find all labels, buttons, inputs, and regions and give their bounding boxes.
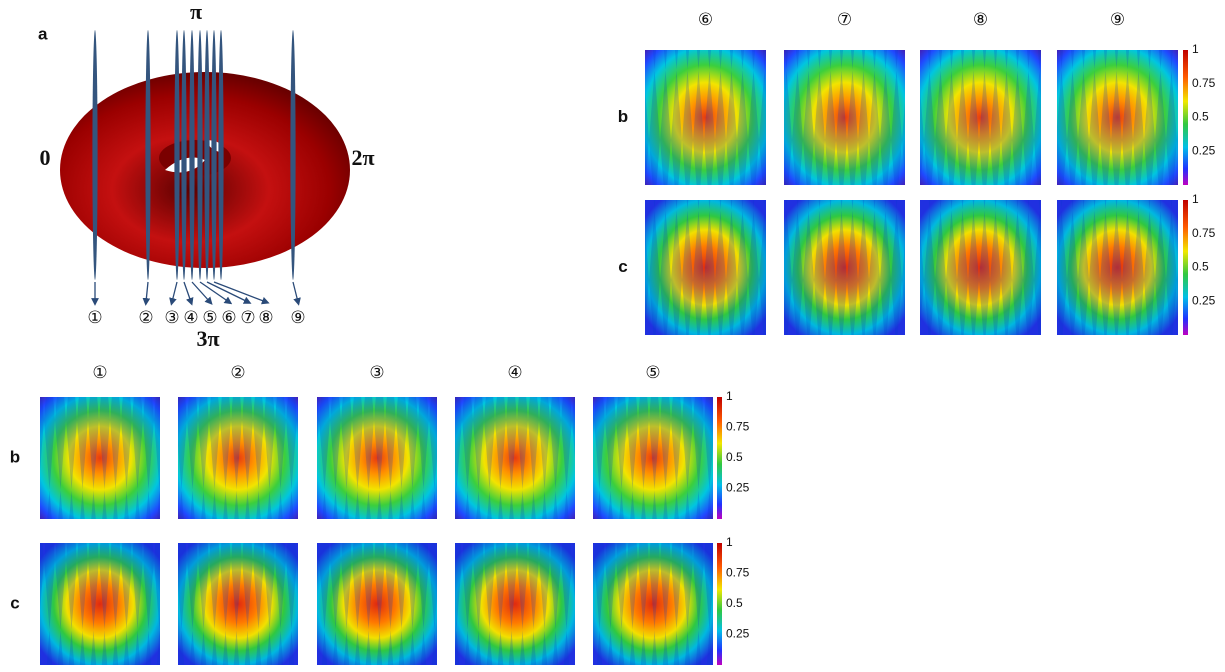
colorbar-tick-label: 0.25 [726, 627, 750, 641]
slice-plane [92, 30, 97, 280]
slice-plane [218, 30, 223, 280]
intensity-stripes [178, 543, 298, 665]
slice-label: ⑨ [290, 308, 305, 328]
column-header: ① [92, 363, 107, 383]
slice-plane [197, 30, 202, 280]
slice-arrow [293, 282, 298, 302]
intensity-stripes [645, 50, 766, 185]
slice-label: ⑧ [258, 308, 273, 328]
colorbar-tick-label: 0.75 [726, 420, 750, 434]
intensity-stripes [1057, 50, 1178, 185]
slice-arrow [207, 282, 248, 302]
phase-label: 2π [351, 145, 374, 170]
slice-plane [204, 30, 209, 280]
colorbar-tick-label: 0.5 [726, 450, 743, 464]
slice-arrow [146, 282, 148, 302]
intensity-stripes [317, 543, 437, 665]
colorbar [717, 397, 722, 519]
slice-arrow [192, 282, 210, 302]
colorbar-tick-label: 0.5 [726, 596, 743, 610]
phase-label: 3π [196, 326, 219, 351]
slice-label: ④ [183, 308, 198, 328]
row-label: b [618, 107, 628, 126]
row-label: c [618, 257, 627, 276]
slice-label: ③ [164, 308, 179, 328]
slice-arrow [172, 282, 177, 302]
intensity-stripes [455, 543, 575, 665]
colorbar [1183, 200, 1188, 335]
intensity-stripes [593, 543, 713, 665]
intensity-stripes [593, 397, 713, 519]
panel-label: a [38, 24, 48, 43]
intensity-stripes [920, 200, 1041, 335]
intensity-stripes [1057, 200, 1178, 335]
slice-plane [145, 30, 150, 280]
intensity-stripes [784, 200, 905, 335]
intensity-stripes [317, 397, 437, 519]
row-label: c [10, 593, 19, 612]
phase-label: 0 [40, 145, 51, 170]
colorbar-tick-label: 1 [1192, 192, 1199, 206]
slice-label: ② [138, 308, 153, 328]
slice-plane [290, 30, 295, 280]
slice-label: ① [87, 308, 102, 328]
row-label: b [10, 447, 20, 466]
colorbar-tick-label: 0.75 [1192, 76, 1216, 90]
slice-label: ⑥ [221, 308, 236, 328]
intensity-stripes [40, 543, 160, 665]
intensity-stripes [645, 200, 766, 335]
figure: a π 0 2π 3π ①②③④⑤⑥⑦⑧⑨⑥⑦⑧⑨b10.750.50.25c1… [0, 0, 1225, 672]
slice-label: ⑤ [202, 308, 217, 328]
colorbar-tick-label: 0.75 [726, 566, 750, 580]
intensity-stripes [178, 397, 298, 519]
colorbar-tick-label: 0.25 [726, 481, 750, 495]
colorbar-tick-label: 0.25 [1192, 293, 1216, 307]
colorbar [717, 543, 722, 665]
colorbar-tick-label: 1 [1192, 42, 1199, 56]
intensity-stripes [784, 50, 905, 185]
intensity-stripes [455, 397, 575, 519]
column-header: ⑤ [645, 363, 660, 383]
colorbar-tick-label: 1 [726, 535, 733, 549]
column-header: ③ [369, 363, 384, 383]
intensity-stripes [40, 397, 160, 519]
colorbar [1183, 50, 1188, 185]
slice-arrow [184, 282, 191, 302]
column-header: ② [230, 363, 245, 383]
slice-plane [174, 30, 179, 280]
slice-label: ⑦ [240, 308, 255, 328]
slice-plane [181, 30, 186, 280]
column-header: ⑨ [1110, 10, 1125, 30]
colorbar-tick-label: 0.5 [1192, 110, 1209, 124]
slice-plane [211, 30, 216, 280]
phase-label: π [190, 0, 202, 24]
column-header: ⑧ [973, 10, 988, 30]
colorbar-tick-label: 0.5 [1192, 260, 1209, 274]
colorbar-tick-label: 0.75 [1192, 226, 1216, 240]
column-header: ⑥ [698, 10, 713, 30]
intensity-stripes [920, 50, 1041, 185]
column-header: ⑦ [837, 10, 852, 30]
column-header: ④ [507, 363, 522, 383]
slice-plane [189, 30, 194, 280]
colorbar-tick-label: 1 [726, 389, 733, 403]
slice-arrow [214, 282, 266, 302]
colorbar-tick-label: 0.25 [1192, 143, 1216, 157]
